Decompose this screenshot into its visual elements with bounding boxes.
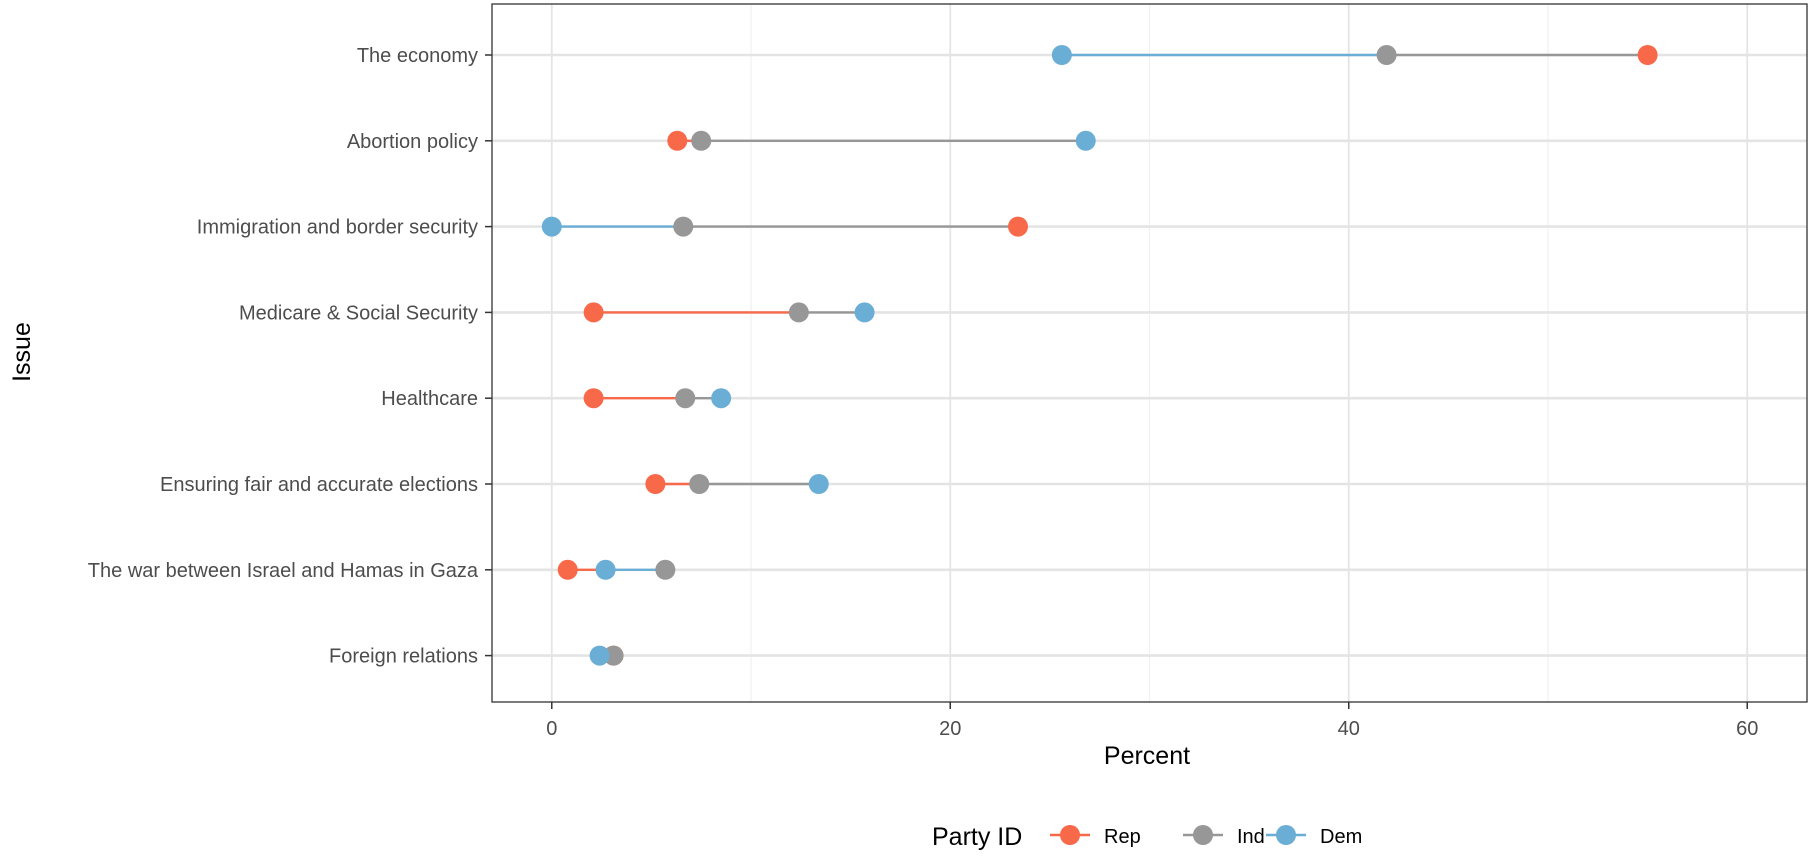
- y-tick-label: Medicare & Social Security: [239, 302, 478, 324]
- point-dem-abortion-policy: [1075, 130, 1096, 151]
- legend-key-point: [1193, 825, 1213, 845]
- segments-layer: [551, 53, 1648, 657]
- x-axis: 0 20 40 60: [546, 702, 1758, 740]
- legend-label: Ind: [1237, 826, 1265, 848]
- point-dem-the-war-between-israel-and-hamas-in-gaza: [595, 559, 616, 580]
- y-axis-title: Issue: [8, 322, 36, 382]
- point-dem-the-economy: [1051, 45, 1072, 65]
- y-tick-label: Abortion policy: [347, 131, 478, 153]
- legend-items: Rep Ind Dem: [1050, 825, 1362, 848]
- point-rep-healthcare: [583, 388, 604, 409]
- point-ind-healthcare: [675, 388, 696, 409]
- point-rep-the-war-between-israel-and-hamas-in-gaza: [557, 559, 578, 580]
- legend-label: Dem: [1320, 826, 1362, 848]
- y-axis: The economy Abortion policy Immigration an…: [88, 45, 492, 668]
- y-tick-label: The economy: [357, 45, 478, 67]
- point-ind-medicare-social-security: [788, 302, 809, 323]
- point-rep-immigration-and-border-security: [1008, 216, 1028, 237]
- legend-key-point: [1276, 825, 1296, 845]
- point-rep-medicare-social-security: [583, 302, 604, 323]
- point-rep-abortion-policy: [667, 130, 688, 151]
- point-ind-ensuring-fair-and-accurate-elections: [689, 474, 710, 494]
- y-tick-label: Immigration and border security: [197, 217, 478, 239]
- point-dem-ensuring-fair-and-accurate-elections: [808, 474, 829, 494]
- point-ind-abortion-policy: [691, 130, 712, 151]
- point-dem-medicare-social-security: [854, 302, 875, 323]
- point-ind-the-economy: [1376, 45, 1397, 65]
- legend-label: Rep: [1104, 826, 1141, 848]
- point-rep-the-economy: [1637, 45, 1658, 65]
- point-dem-immigration-and-border-security: [541, 216, 562, 237]
- y-tick-label: Foreign relations: [329, 646, 478, 668]
- legend-title: Party ID: [932, 823, 1022, 851]
- x-tick-label: 0: [546, 718, 557, 740]
- x-tick-label: 20: [939, 718, 961, 740]
- panel-border: [491, 3, 1808, 703]
- point-dem-healthcare: [711, 388, 732, 409]
- point-dem-foreign-relations: [589, 645, 610, 666]
- y-tick-label: The war between Israel and Hamas in Gaza: [88, 560, 479, 582]
- legend-item-dem: Dem: [1266, 825, 1362, 848]
- x-tick-label: 60: [1736, 718, 1758, 740]
- point-ind-the-war-between-israel-and-hamas-in-gaza: [655, 559, 676, 580]
- y-tick-label: Ensuring fair and accurate elections: [160, 474, 478, 496]
- point-ind-immigration-and-border-security: [673, 216, 694, 237]
- point-ind-foreign-relations: [603, 645, 624, 666]
- y-tick-label: Healthcare: [381, 388, 478, 410]
- legend-key-point: [1060, 825, 1080, 845]
- point-rep-ensuring-fair-and-accurate-elections: [645, 474, 666, 494]
- legend-item-ind: Ind: [1183, 825, 1265, 848]
- legend-item-rep: Rep: [1050, 825, 1141, 848]
- x-tick-label: 40: [1338, 718, 1360, 740]
- legend: Party ID Rep Ind Dem: [932, 823, 1362, 851]
- x-axis-title: Percent: [1104, 742, 1190, 770]
- points-layer: [541, 45, 1658, 666]
